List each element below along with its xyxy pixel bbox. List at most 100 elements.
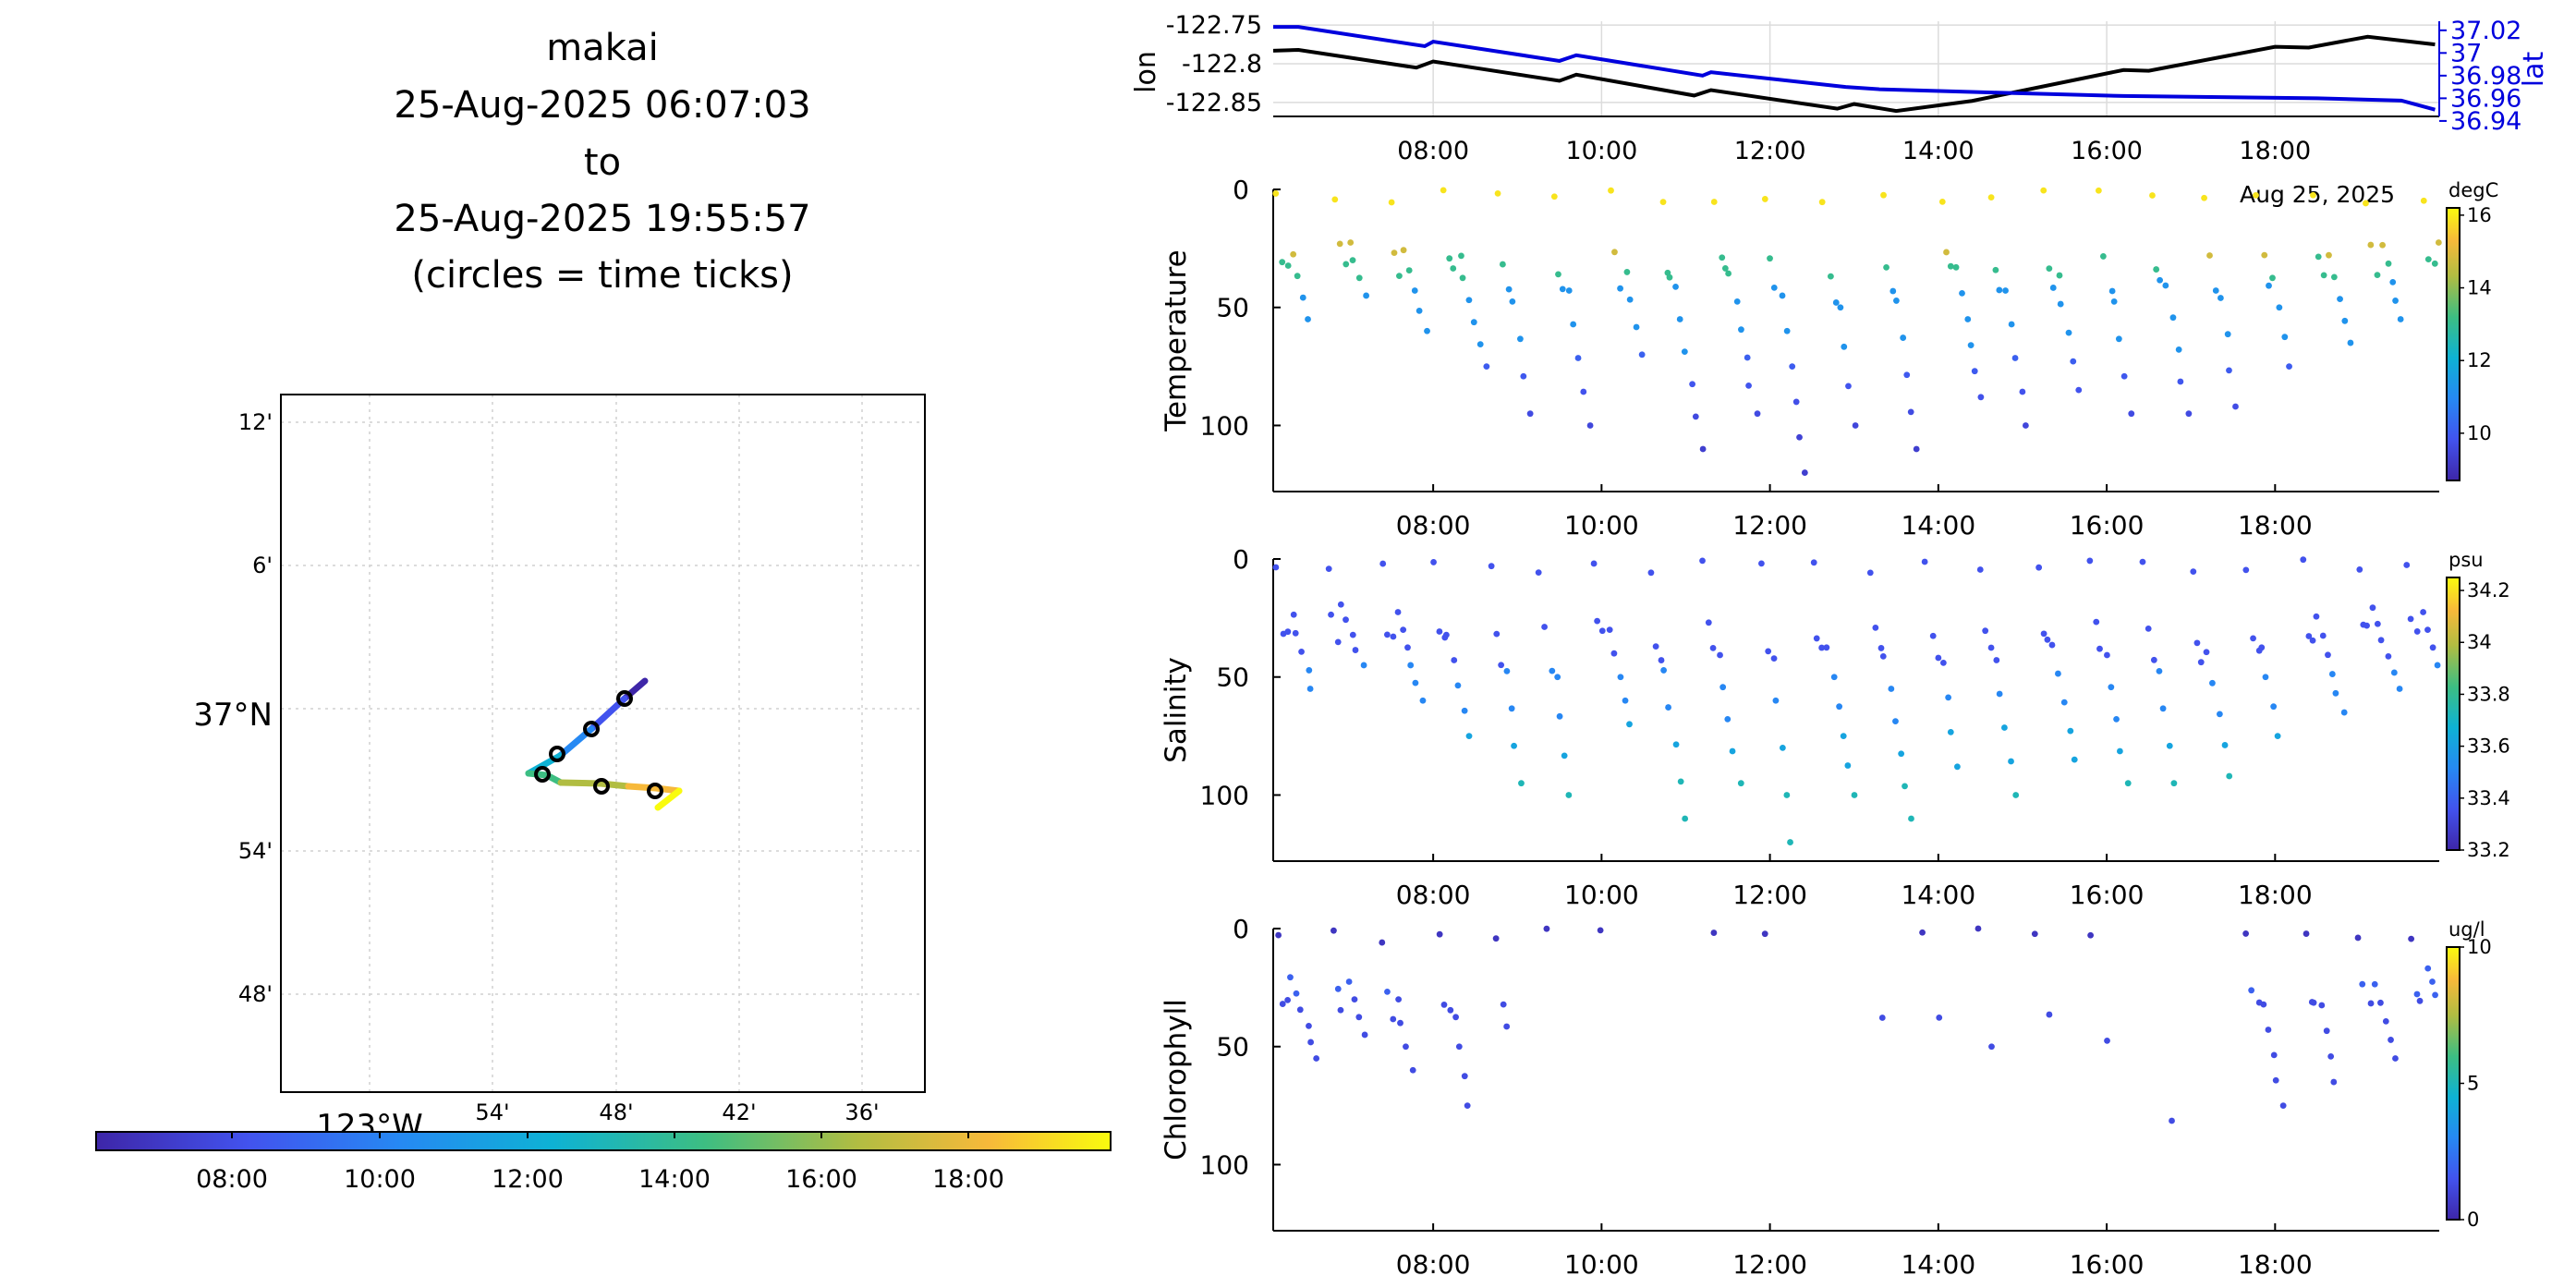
salinity-x-tick-label: 14:00 bbox=[1901, 880, 1975, 910]
salinity-sample-point bbox=[2424, 626, 2431, 634]
temperature-sample-point bbox=[1416, 307, 1423, 314]
temperature-sample-point bbox=[2110, 298, 2118, 305]
salinity-sample-point bbox=[2377, 637, 2385, 644]
lon-label-54: 54' bbox=[475, 1100, 509, 1125]
time-tick-circles bbox=[534, 690, 663, 799]
chlorophyll-sample-point bbox=[1345, 978, 1353, 985]
salinity-sample-point bbox=[1404, 644, 1411, 651]
temperature-sample-point bbox=[1681, 348, 1688, 356]
chlorophyll-sample-point bbox=[1503, 1023, 1511, 1030]
temperature-sample-point bbox=[1947, 262, 1954, 270]
chlorophyll-sample-point bbox=[1543, 925, 1550, 932]
salinity-sample-point bbox=[2332, 689, 2339, 697]
salinity-sample-point bbox=[1705, 619, 1712, 626]
temperature-sample-point bbox=[2224, 331, 2231, 338]
chlorophyll-sample-point bbox=[2359, 980, 2366, 988]
temperature-sample-point bbox=[1938, 198, 1946, 205]
salinity-sample-point bbox=[1328, 611, 1334, 618]
salinity-sample-point bbox=[1610, 650, 1618, 657]
temperature-sample-point bbox=[1745, 382, 1752, 389]
temperature-sample-point bbox=[1992, 266, 1999, 273]
temperature-sample-point bbox=[1721, 265, 1729, 272]
temperature-sample-point bbox=[1617, 285, 1623, 292]
salinity-sample-point bbox=[2001, 724, 2008, 731]
temperature-sample-point bbox=[1792, 398, 1800, 406]
salinity-sample-point bbox=[1717, 651, 1723, 659]
chlorophyll-sample-point bbox=[1279, 1001, 1286, 1007]
salinity-sample-point bbox=[2035, 564, 2043, 571]
chlorophyll-sample-point bbox=[1409, 1066, 1416, 1074]
salinity-sample-point bbox=[1451, 657, 1458, 663]
salinity-sample-point bbox=[1556, 712, 1563, 720]
temperature-sample-point bbox=[1570, 321, 1577, 328]
salinity-sample-point bbox=[2093, 618, 2100, 626]
temperature-sample-point bbox=[2185, 410, 2193, 418]
salinity-sample-point bbox=[2071, 756, 2078, 763]
temperature-y-tick-label: 100 bbox=[1200, 410, 1249, 441]
chlorophyll-sample-point bbox=[1390, 1015, 1397, 1023]
position-time-tick-label: 14:00 bbox=[1902, 137, 1975, 165]
salinity-x-tick-label: 12:00 bbox=[1732, 880, 1807, 910]
temperature-sample-point bbox=[1476, 341, 1484, 348]
position-lon-ticks: -122.75 -122.8 -122.85 bbox=[1166, 11, 1262, 117]
salinity-sample-point bbox=[2258, 644, 2266, 651]
temperature-sample-point bbox=[1903, 371, 1911, 379]
track-segment-6 bbox=[557, 779, 632, 790]
position-time-tick-label: 12:00 bbox=[1734, 137, 1806, 165]
chlorophyll-sample-point bbox=[1397, 1019, 1403, 1027]
temperature-sample-point bbox=[1710, 199, 1718, 205]
salinity-sample-point bbox=[2008, 758, 2014, 765]
chlorophyll-sample-point bbox=[1455, 1043, 1463, 1051]
salinity-sample-point bbox=[1334, 638, 1342, 646]
temperature-sample-point bbox=[1494, 189, 1501, 197]
chlorophyll-axis-label: Chlorophyll bbox=[1160, 999, 1193, 1160]
title-line-2: 25-Aug-2025 06:07:03 bbox=[394, 84, 810, 127]
temperature-x-tick-label: 08:00 bbox=[1396, 510, 1471, 541]
map-background bbox=[281, 395, 925, 1092]
salinity-sample-point bbox=[1549, 667, 1556, 674]
salinity-sample-point bbox=[1306, 686, 1314, 692]
temperature-colorbar-tick-label: 10 bbox=[2467, 422, 2492, 444]
track-segment-8 bbox=[654, 787, 683, 811]
temperature-sample-point bbox=[1852, 422, 1859, 429]
chlorophyll-sample-point bbox=[2392, 1055, 2399, 1062]
salinity-colorbar bbox=[2446, 577, 2461, 851]
temperature-sample-point bbox=[1719, 254, 1726, 261]
salinity-sample-point bbox=[2262, 674, 2269, 681]
salinity-sample-point bbox=[1518, 780, 1525, 787]
salinity-y-tick-label: 50 bbox=[1216, 662, 1249, 693]
temperature-sample-point bbox=[2128, 410, 2135, 418]
chlorophyll-sample-point bbox=[2367, 1000, 2375, 1007]
temperature-sample-point bbox=[2120, 372, 2128, 380]
title-line-4: 25-Aug-2025 19:55:57 bbox=[394, 198, 810, 240]
temperature-sample-point bbox=[1611, 249, 1618, 256]
temperature-sample-point bbox=[1279, 259, 1286, 266]
temperature-y-tick-label: 50 bbox=[1216, 293, 1249, 323]
chlorophyll-sample-point bbox=[1361, 1031, 1368, 1039]
date-annotation: Aug 25, 2025 bbox=[2240, 181, 2395, 208]
salinity-sample-point bbox=[1647, 569, 1655, 577]
salinity-sample-point bbox=[2216, 711, 2223, 718]
salinity-sample-point bbox=[1436, 628, 1443, 635]
chlorophyll-sample-point bbox=[1334, 985, 1342, 992]
salinity-sample-point bbox=[2108, 684, 2115, 691]
chlorophyll-x-tick-label: 16:00 bbox=[2070, 1249, 2145, 1280]
temperature-sample-point bbox=[1943, 249, 1950, 256]
lat-label-48: 48' bbox=[238, 981, 273, 1007]
temperature-sample-point bbox=[1883, 263, 1889, 271]
chlorophyll-sample-point bbox=[1395, 996, 1403, 1003]
salinity-sample-point bbox=[2313, 613, 2320, 620]
salinity-sample-point bbox=[2150, 656, 2157, 663]
temperature-sample-point bbox=[1987, 194, 1995, 201]
lat-tick-label: 36.94 bbox=[2450, 107, 2521, 136]
salinity-axis-label: Salinity bbox=[1160, 657, 1193, 763]
temperature-sample-point bbox=[2261, 251, 2268, 259]
position-time-tick-label: 10:00 bbox=[1565, 137, 1637, 165]
chlorophyll-sample-point bbox=[2031, 930, 2038, 938]
temperature-sample-point bbox=[1405, 267, 1413, 273]
title-line-3: to bbox=[584, 141, 621, 184]
salinity-sample-point bbox=[1598, 627, 1606, 635]
temperature-x-tick-label: 14:00 bbox=[1901, 510, 1975, 541]
salinity-sample-point bbox=[2390, 669, 2398, 676]
